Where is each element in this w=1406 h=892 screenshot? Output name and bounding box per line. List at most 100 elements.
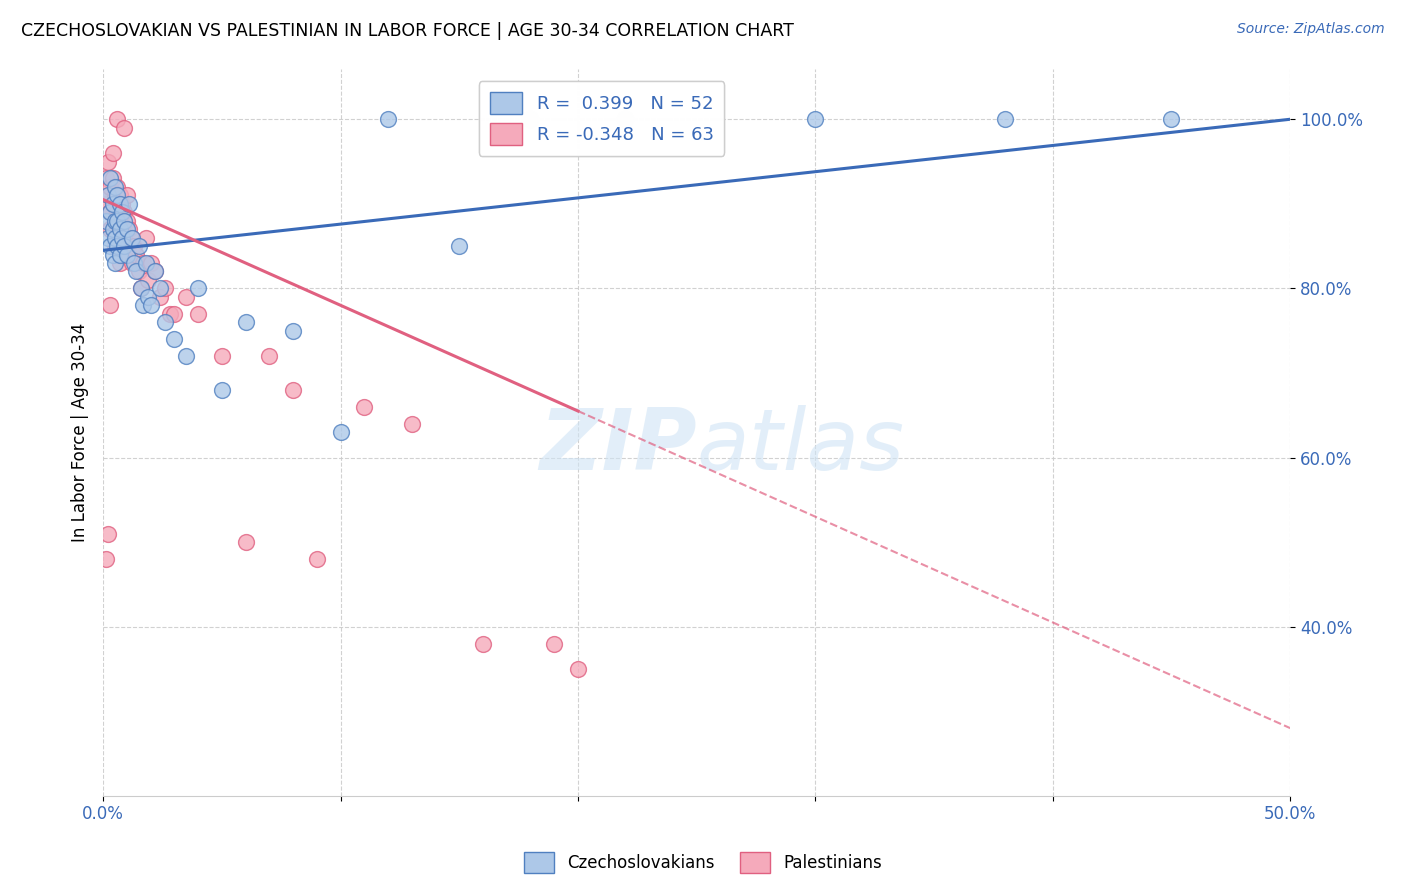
Point: [187, 281, 209, 295]
Point: [377, 112, 399, 127]
Point: [281, 383, 304, 397]
Point: [136, 273, 159, 287]
Point: [163, 307, 186, 321]
Point: [139, 256, 162, 270]
Point: [104, 256, 127, 270]
Point: [121, 230, 143, 244]
Text: CZECHOSLOVAKIAN VS PALESTINIAN IN LABOR FORCE | AGE 30-34 CORRELATION CHART: CZECHOSLOVAKIAN VS PALESTINIAN IN LABOR …: [21, 22, 794, 40]
Point: [104, 239, 127, 253]
Point: [105, 230, 128, 244]
Point: [163, 332, 186, 346]
Point: [108, 222, 131, 236]
Point: [115, 239, 138, 253]
Point: [115, 213, 138, 227]
Point: [125, 247, 148, 261]
Legend: R =  0.399   N = 52, R = -0.348   N = 63: R = 0.399 N = 52, R = -0.348 N = 63: [479, 81, 724, 156]
Point: [174, 290, 197, 304]
Point: [143, 264, 166, 278]
Point: [281, 324, 304, 338]
Point: [153, 281, 176, 295]
Point: [108, 247, 131, 261]
Point: [543, 636, 565, 650]
Point: [211, 383, 233, 397]
Point: [115, 188, 138, 202]
Point: [121, 230, 143, 244]
Point: [804, 112, 827, 127]
Point: [114, 120, 136, 135]
Point: [122, 239, 145, 253]
Point: [98, 180, 121, 194]
Point: [519, 112, 541, 127]
Point: [105, 213, 128, 227]
Point: [104, 180, 127, 194]
Point: [98, 298, 121, 312]
Point: [305, 552, 328, 566]
Point: [98, 222, 121, 236]
Point: [567, 662, 589, 676]
Point: [401, 417, 423, 431]
Legend: Czechoslovakians, Palestinians: Czechoslovakians, Palestinians: [517, 846, 889, 880]
Point: [259, 349, 281, 363]
Y-axis label: In Labor Force | Age 30-34: In Labor Force | Age 30-34: [72, 323, 89, 541]
Point: [128, 239, 150, 253]
Point: [132, 298, 155, 312]
Point: [118, 247, 141, 261]
Point: [108, 256, 131, 270]
Point: [125, 264, 148, 278]
Point: [129, 281, 152, 295]
Point: [101, 146, 124, 161]
Point: [118, 222, 141, 236]
Point: [98, 205, 121, 219]
Point: [187, 307, 209, 321]
Point: [94, 552, 117, 566]
Point: [104, 213, 127, 227]
Point: [111, 205, 134, 219]
Point: [115, 247, 138, 261]
Point: [101, 196, 124, 211]
Point: [614, 112, 637, 127]
Point: [111, 247, 134, 261]
Point: [104, 230, 127, 244]
Point: [114, 213, 136, 227]
Point: [108, 213, 131, 227]
Point: [108, 230, 131, 244]
Point: [111, 230, 134, 244]
Point: [101, 222, 124, 236]
Point: [129, 281, 152, 295]
Point: [97, 188, 120, 202]
Point: [104, 213, 127, 227]
Point: [111, 222, 134, 236]
Point: [97, 188, 120, 202]
Point: [98, 205, 121, 219]
Point: [101, 196, 124, 211]
Point: [114, 205, 136, 219]
Point: [159, 307, 181, 321]
Point: [136, 290, 159, 304]
Point: [108, 196, 131, 211]
Point: [135, 230, 157, 244]
Point: [135, 256, 157, 270]
Point: [98, 239, 121, 253]
Point: [101, 171, 124, 186]
Point: [149, 281, 172, 295]
Point: [211, 349, 233, 363]
Point: [994, 112, 1017, 127]
Point: [114, 230, 136, 244]
Point: [115, 222, 138, 236]
Point: [97, 154, 120, 169]
Point: [1160, 112, 1182, 127]
Text: ZIP: ZIP: [538, 405, 696, 488]
Point: [94, 213, 117, 227]
Point: [104, 188, 127, 202]
Point: [329, 425, 352, 439]
Point: [153, 315, 176, 329]
Point: [118, 196, 141, 211]
Point: [97, 526, 120, 541]
Point: [105, 188, 128, 202]
Point: [128, 264, 150, 278]
Point: [139, 298, 162, 312]
Point: [105, 112, 128, 127]
Point: [111, 196, 134, 211]
Point: [472, 636, 495, 650]
Point: [94, 171, 117, 186]
